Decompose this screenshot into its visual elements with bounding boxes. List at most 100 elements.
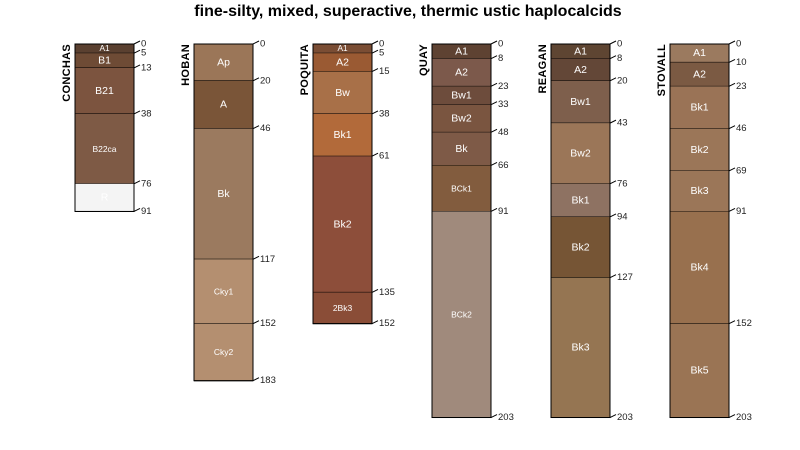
horizon-label: Cky2: [214, 347, 234, 357]
depth-label: 5: [379, 48, 384, 59]
horizon-bk: [194, 128, 253, 260]
horizon-bk1: [313, 113, 372, 157]
profile-outline: [431, 43, 492, 419]
depth-tick: [609, 414, 617, 418]
depth-label: 0: [498, 39, 503, 50]
profile-outline: [550, 43, 611, 419]
depth-label: 152: [379, 318, 395, 329]
depth-tick: [133, 180, 141, 185]
horizon-label: A2: [336, 56, 349, 68]
depth-label: 43: [617, 118, 628, 129]
horizon-r: [75, 183, 134, 212]
depth-tick: [728, 82, 736, 87]
horizon-a1: [551, 44, 610, 59]
depth-tick: [371, 110, 379, 115]
depth-label: 91: [736, 206, 747, 217]
horizon-bw2: [551, 123, 610, 184]
depth-label: 152: [260, 318, 276, 329]
horizon-label: Bk1: [690, 101, 708, 113]
depth-tick: [728, 414, 736, 418]
horizon-label: Bk: [455, 143, 468, 155]
depth-label: 23: [498, 81, 509, 92]
horizon-2bk3: [313, 292, 372, 324]
depth-tick: [728, 167, 736, 172]
horizon-label: Bw2: [451, 113, 472, 125]
horizon-bk3: [670, 170, 729, 212]
depth-tick: [371, 320, 379, 325]
depth-tick: [371, 288, 379, 293]
horizon-label: Bk5: [690, 365, 708, 377]
horizon-label: Bk1: [333, 129, 351, 141]
horizon-label: R: [101, 192, 109, 204]
depth-label: 94: [617, 211, 628, 222]
depth-label: 0: [141, 39, 146, 50]
horizon-label: B22ca: [92, 144, 116, 154]
depth-label: 0: [260, 39, 265, 50]
depth-label: 5: [141, 48, 146, 59]
depth-label: 117: [260, 254, 275, 265]
depth-tick: [252, 77, 260, 82]
depth-tick: [728, 58, 736, 63]
horizon-label: BCk1: [451, 183, 472, 193]
horizon-label: B21: [95, 85, 114, 97]
horizon-a2: [551, 58, 610, 81]
depth-tick: [371, 49, 379, 54]
horizon-bk2: [670, 128, 729, 171]
horizon-label: BCk2: [451, 309, 472, 319]
depth-label: 0: [379, 39, 384, 50]
depth-tick: [252, 255, 260, 260]
figure-title: fine-silty, mixed, superactive, thermic …: [194, 3, 622, 20]
depth-tick: [252, 125, 260, 130]
depth-tick: [371, 152, 379, 157]
horizon-label: Bw: [335, 87, 350, 99]
depth-tick: [609, 40, 617, 45]
horizon-bk3: [551, 277, 610, 418]
depth-label: 91: [141, 206, 152, 217]
depth-label: 203: [498, 412, 514, 423]
profile-hoban: Ap A Bk Cky1 Cky2 0 20 46 117 152 183 HOBAN: [180, 39, 276, 387]
depth-tick: [609, 274, 617, 279]
depth-tick: [133, 207, 141, 212]
depth-tick: [133, 49, 141, 54]
depth-tick: [490, 101, 498, 106]
horizon-label: Cky1: [214, 286, 234, 296]
depth-tick: [609, 119, 617, 124]
depth-label: 152: [736, 318, 752, 329]
depth-tick: [728, 207, 736, 212]
horizon-bck2: [432, 211, 491, 418]
horizon-label: 2Bk3: [333, 303, 353, 313]
depth-label: 46: [736, 123, 747, 134]
horizon-ap: [194, 44, 253, 81]
horizon-label: Bw2: [570, 147, 591, 159]
profile-outline: [312, 43, 373, 325]
horizon-a: [194, 80, 253, 129]
depth-tick: [252, 377, 260, 382]
depth-label: 38: [379, 108, 390, 119]
horizon-label: Bk3: [690, 185, 708, 197]
depth-tick: [252, 40, 260, 45]
profile-quay: A1 A2 Bw1 Bw2 Bk BCk1 BCk2 0 8 23 33 48 66 91 203 QUAY: [418, 39, 514, 424]
horizon-bk: [432, 132, 491, 166]
depth-tick: [490, 128, 498, 133]
horizon-label: A: [220, 99, 227, 111]
horizon-bk2: [313, 156, 372, 293]
horizon-label: Bw1: [570, 96, 591, 108]
depth-label: 61: [379, 151, 390, 162]
horizon-label: Bk: [217, 188, 230, 200]
profile-stovall: A1 A2 Bk1 Bk2 Bk3 Bk4 Bk5 0 10 23 46 69 91 152 203 STOV…: [656, 39, 752, 424]
depth-label: 33: [498, 99, 509, 110]
profile-outline: [74, 43, 135, 212]
horizon-label: Bk3: [571, 342, 589, 354]
horizon-label: A2: [455, 67, 468, 79]
horizon-label: B1: [98, 55, 111, 67]
horizon-label: A2: [574, 64, 587, 76]
horizon-a2: [313, 53, 372, 72]
profile-outline: [669, 43, 730, 419]
profile-name: CONCHAS: [61, 44, 73, 102]
profile-poquita: A1 A2 Bw Bk1 Bk2 2Bk3 05 15 38 61 135 152 POQUITA: [299, 39, 395, 330]
depth-label: 91: [498, 206, 509, 217]
depth-label: 8: [498, 53, 503, 64]
horizon-a1: [313, 44, 372, 54]
depth-label: 10: [736, 57, 747, 68]
